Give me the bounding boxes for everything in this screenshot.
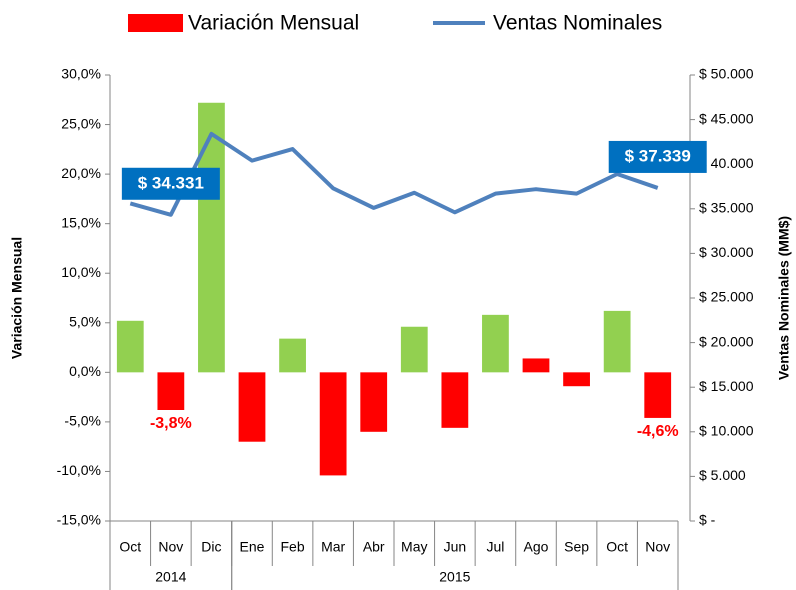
bar xyxy=(482,314,509,373)
y-tick-label: 30,0% xyxy=(61,66,101,82)
x-tick-label: Jun xyxy=(444,539,467,555)
bar xyxy=(238,372,266,442)
y2-tick-label: $ 35.000 xyxy=(699,200,754,216)
group-label: 2014 xyxy=(155,569,186,585)
y-tick-label: 5,0% xyxy=(69,313,101,329)
legend-label: Ventas Nominales xyxy=(493,12,662,35)
line-label: $ 34.331 xyxy=(138,173,204,192)
y-tick-label: 20,0% xyxy=(61,165,101,181)
bar xyxy=(360,372,388,432)
x-tick-label: Mar xyxy=(321,539,345,555)
x-tick-label: Feb xyxy=(281,539,305,555)
y-tick-label: 10,0% xyxy=(61,264,101,280)
x-tick-label: Oct xyxy=(606,539,628,555)
bar-label: -3,8% xyxy=(150,415,192,432)
line xyxy=(129,131,659,217)
bar xyxy=(116,320,144,373)
x-tick-label: Ene xyxy=(240,539,265,555)
line-label: $ 37.339 xyxy=(625,146,691,165)
x-tick-label: Nov xyxy=(645,539,670,555)
bar xyxy=(400,326,428,373)
y-tick-label: 15,0% xyxy=(61,214,101,230)
bar xyxy=(198,102,225,373)
bar xyxy=(157,372,185,410)
bar xyxy=(279,338,306,373)
y2-tick-label: $ 10.000 xyxy=(699,423,754,439)
legend-swatch xyxy=(128,14,183,32)
y2-tick-label: $ 15.000 xyxy=(699,378,754,394)
y-tick-label: -5,0% xyxy=(64,413,101,429)
y2-axis-title: Ventas Nominales (MM$) xyxy=(776,216,792,380)
x-tick-label: Jul xyxy=(486,539,504,555)
y-tick-label: 25,0% xyxy=(61,115,101,131)
y2-tick-label: $ 50.000 xyxy=(699,66,754,82)
group-label: 2015 xyxy=(439,569,470,585)
y2-tick-label: $ 30.000 xyxy=(699,244,754,260)
y2-tick-label: $ 5.000 xyxy=(699,467,746,483)
y2-tick-label: $ 20.000 xyxy=(699,333,754,349)
x-tick-label: Ago xyxy=(524,539,549,555)
x-tick-label: Oct xyxy=(119,539,141,555)
legend-label: Variación Mensual xyxy=(188,12,359,35)
x-tick-label: Abr xyxy=(363,539,385,555)
y2-tick-label: $ 40.000 xyxy=(699,155,754,171)
y-tick-label: -15,0% xyxy=(57,512,101,528)
y2-tick-label: $ - xyxy=(699,512,716,528)
y2-tick-label: $ 25.000 xyxy=(699,289,754,305)
bar xyxy=(319,372,347,476)
x-tick-label: Dic xyxy=(201,539,221,555)
label-box xyxy=(608,140,707,173)
bar xyxy=(563,372,590,387)
x-tick-label: May xyxy=(401,539,427,555)
bar xyxy=(441,372,469,428)
bar-label: -4,6% xyxy=(637,423,679,440)
bar xyxy=(522,358,550,373)
bar xyxy=(644,372,672,418)
label-box xyxy=(121,167,220,200)
bar xyxy=(603,310,631,373)
x-tick-label: Nov xyxy=(158,539,183,555)
y-tick-label: -10,0% xyxy=(57,462,101,478)
y-axis-title: Variación Mensual xyxy=(9,237,25,359)
x-tick-label: Sep xyxy=(564,539,589,555)
y-tick-label: 0,0% xyxy=(69,363,101,379)
y2-tick-label: $ 45.000 xyxy=(699,110,754,126)
